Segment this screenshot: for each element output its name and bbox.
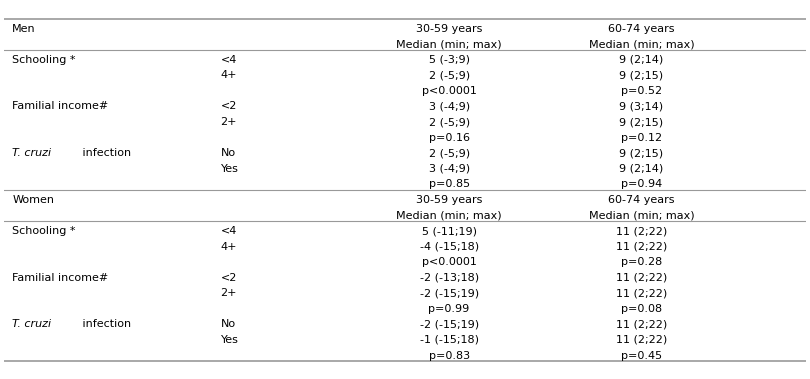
Text: p=0.45: p=0.45 — [621, 351, 662, 360]
Text: p=0.99: p=0.99 — [428, 304, 470, 314]
Text: Yes: Yes — [220, 164, 238, 174]
Text: p=0.83: p=0.83 — [428, 351, 470, 360]
Text: 4+: 4+ — [220, 241, 237, 252]
Text: 9 (2;14): 9 (2;14) — [620, 164, 663, 174]
Text: Familial income#: Familial income# — [12, 102, 109, 111]
Text: 11 (2;22): 11 (2;22) — [616, 241, 667, 252]
Text: <2: <2 — [220, 273, 237, 283]
Text: Yes: Yes — [220, 335, 238, 345]
Text: 11 (2;22): 11 (2;22) — [616, 273, 667, 283]
Text: p=0.94: p=0.94 — [621, 179, 662, 190]
Text: 2 (-5;9): 2 (-5;9) — [428, 148, 470, 158]
Text: p=0.08: p=0.08 — [621, 304, 662, 314]
Text: 3 (-4;9): 3 (-4;9) — [428, 164, 470, 174]
Text: 9 (2;15): 9 (2;15) — [620, 70, 663, 80]
Text: 2 (-5;9): 2 (-5;9) — [428, 70, 470, 80]
Text: p=0.28: p=0.28 — [621, 257, 662, 267]
Text: -1 (-15;18): -1 (-15;18) — [420, 335, 479, 345]
Text: 5 (-3;9): 5 (-3;9) — [428, 55, 470, 65]
Text: 2+: 2+ — [220, 288, 237, 298]
Text: infection: infection — [79, 319, 131, 329]
Text: infection: infection — [79, 148, 131, 158]
Text: 11 (2;22): 11 (2;22) — [616, 288, 667, 298]
Text: 60-74 years: 60-74 years — [608, 23, 675, 34]
Text: T. cruzi: T. cruzi — [12, 319, 51, 329]
Text: 30-59 years: 30-59 years — [416, 23, 482, 34]
Text: Median (min; max): Median (min; max) — [396, 39, 502, 49]
Text: Familial income#: Familial income# — [12, 273, 109, 283]
Text: p=0.12: p=0.12 — [621, 133, 662, 143]
Text: -4 (-15;18): -4 (-15;18) — [420, 241, 479, 252]
Text: 30-59 years: 30-59 years — [416, 195, 482, 205]
Text: p<0.0001: p<0.0001 — [422, 86, 476, 96]
Text: -2 (-15;19): -2 (-15;19) — [420, 288, 479, 298]
Text: <4: <4 — [220, 226, 237, 236]
Text: Schooling *: Schooling * — [12, 226, 75, 236]
Text: 11 (2;22): 11 (2;22) — [616, 319, 667, 329]
Text: 2 (-5;9): 2 (-5;9) — [428, 117, 470, 127]
Text: p<0.0001: p<0.0001 — [422, 257, 476, 267]
Text: 11 (2;22): 11 (2;22) — [616, 226, 667, 236]
Text: No: No — [220, 319, 236, 329]
Text: p=0.16: p=0.16 — [428, 133, 470, 143]
Text: <2: <2 — [220, 102, 237, 111]
Text: 5 (-11;19): 5 (-11;19) — [421, 226, 476, 236]
Text: 60-74 years: 60-74 years — [608, 195, 675, 205]
Text: 9 (2;14): 9 (2;14) — [620, 55, 663, 65]
Text: Schooling *: Schooling * — [12, 55, 75, 65]
Text: p=0.85: p=0.85 — [428, 179, 470, 190]
Text: 9 (2;15): 9 (2;15) — [620, 148, 663, 158]
Text: 9 (3;14): 9 (3;14) — [620, 102, 663, 111]
Text: Median (min; max): Median (min; max) — [589, 39, 694, 49]
Text: -2 (-15;19): -2 (-15;19) — [420, 319, 479, 329]
Text: <4: <4 — [220, 55, 237, 65]
Text: Men: Men — [12, 23, 36, 34]
Text: 3 (-4;9): 3 (-4;9) — [428, 102, 470, 111]
Text: 4+: 4+ — [220, 70, 237, 80]
Text: No: No — [220, 148, 236, 158]
Text: Median (min; max): Median (min; max) — [396, 210, 502, 221]
Text: 11 (2;22): 11 (2;22) — [616, 335, 667, 345]
Text: Median (min; max): Median (min; max) — [589, 210, 694, 221]
Text: 9 (2;15): 9 (2;15) — [620, 117, 663, 127]
Text: Women: Women — [12, 195, 54, 205]
Text: -2 (-13;18): -2 (-13;18) — [420, 273, 479, 283]
Text: 2+: 2+ — [220, 117, 237, 127]
Text: p=0.52: p=0.52 — [621, 86, 662, 96]
Text: T. cruzi: T. cruzi — [12, 148, 51, 158]
